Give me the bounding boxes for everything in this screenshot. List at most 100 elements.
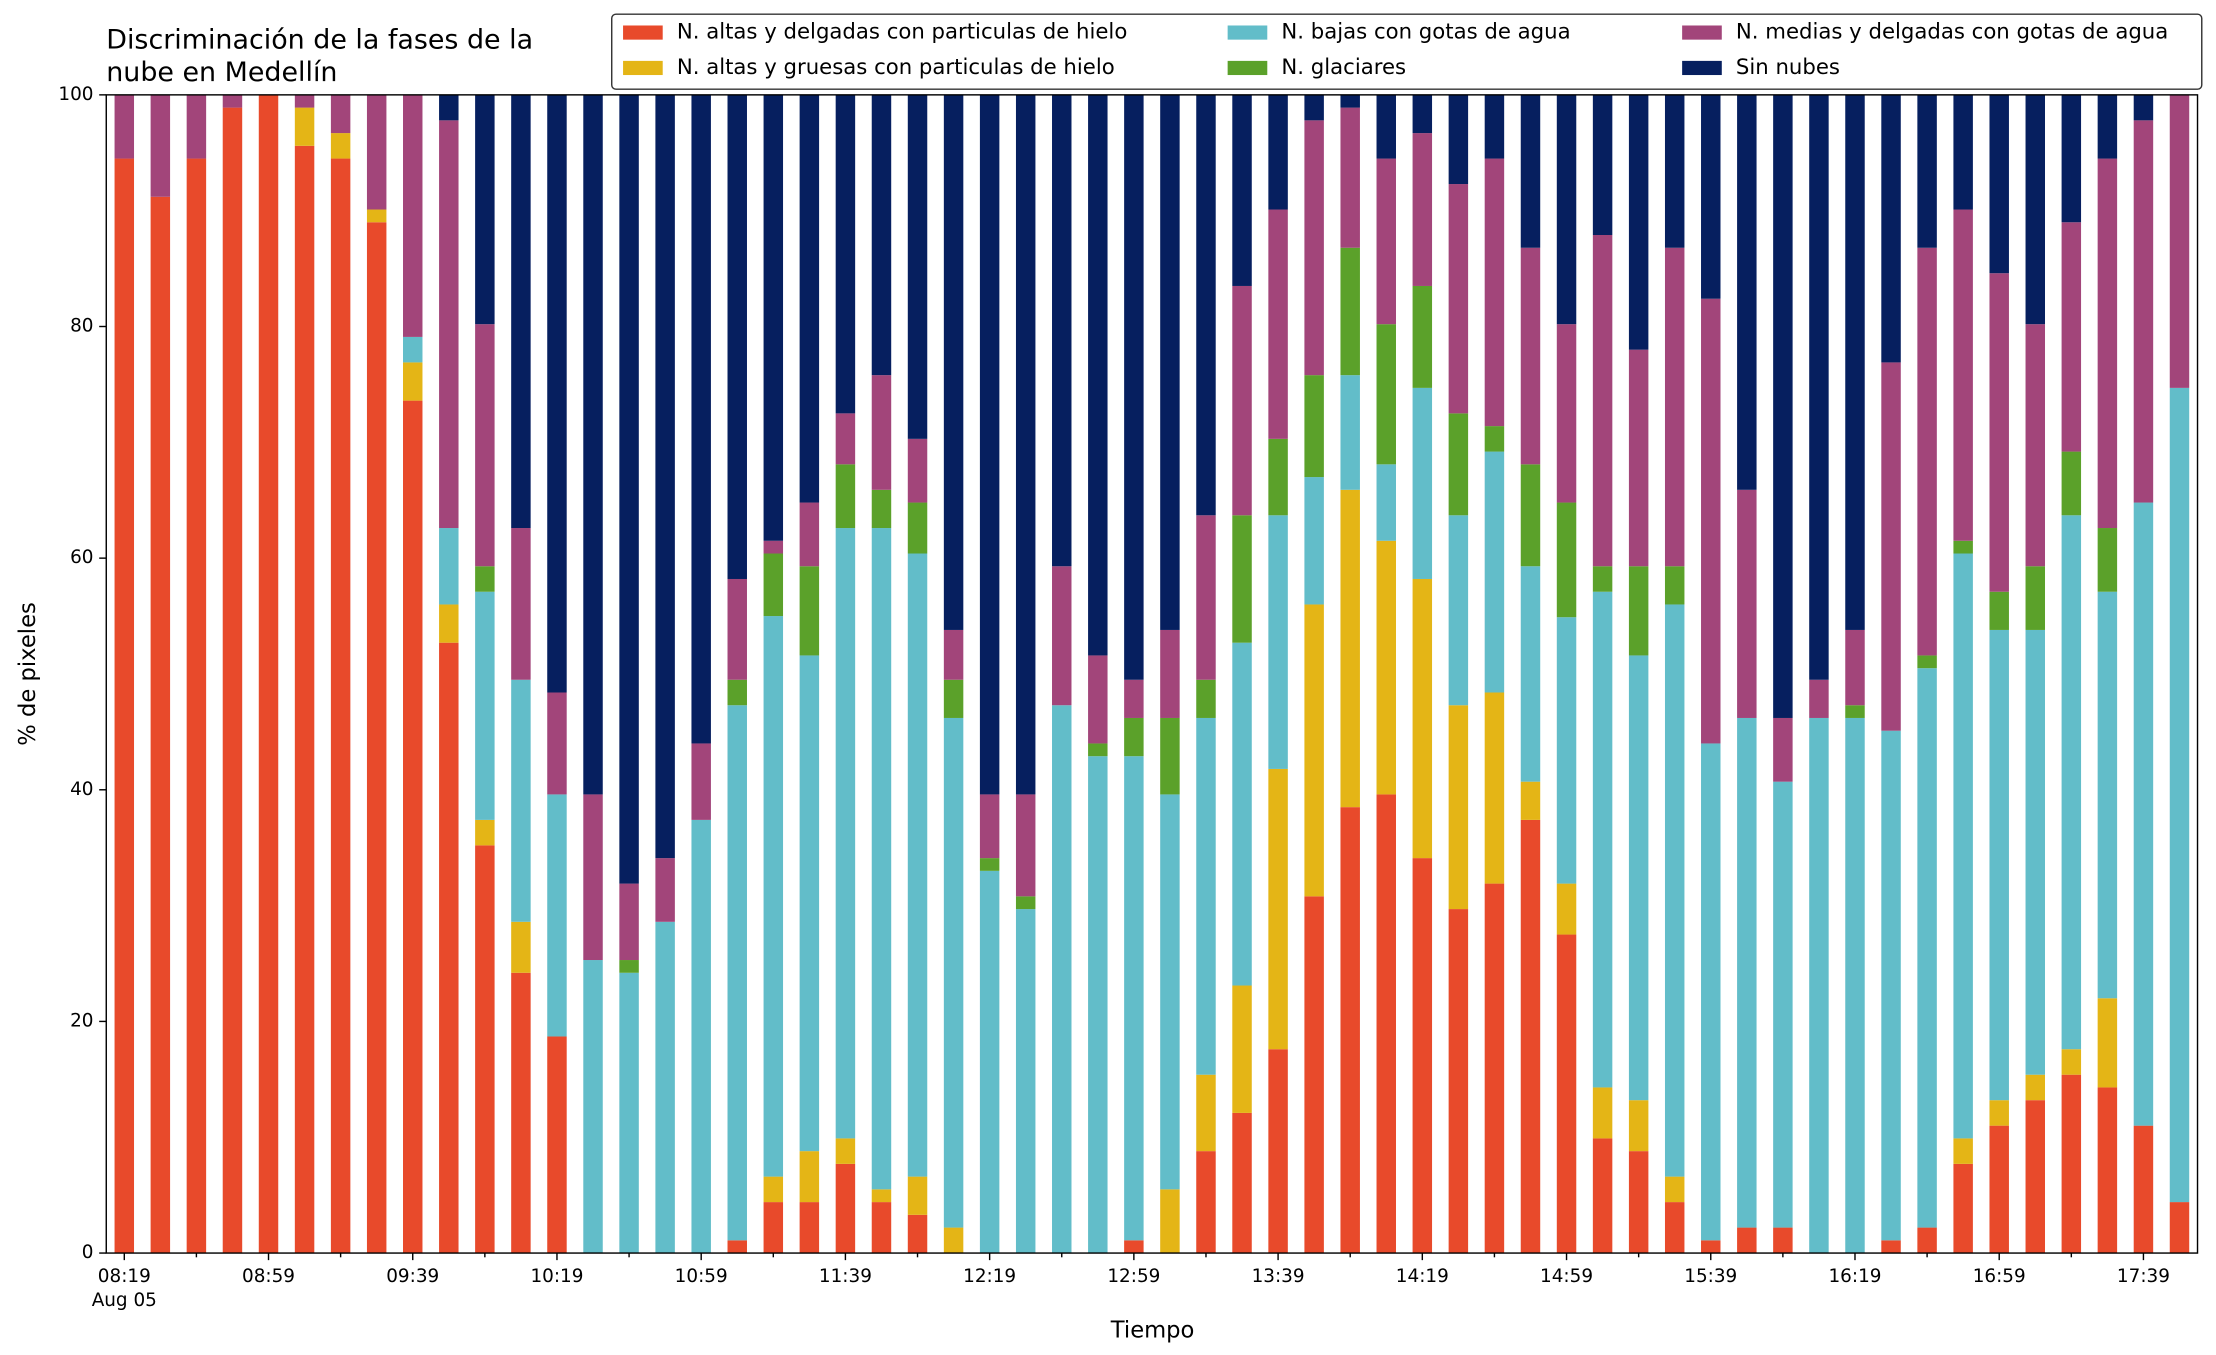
bar-segment [330, 158, 351, 1254]
bar-segment [1845, 705, 1865, 718]
bar-segment [1520, 464, 1541, 567]
bar-segment [1845, 94, 1865, 630]
bar-segment [475, 845, 495, 1254]
bar-segment [1664, 1176, 1685, 1203]
bar-segment [1628, 1100, 1649, 1152]
bar-segment [799, 1202, 820, 1254]
bar-segment [547, 1036, 567, 1254]
bar-segment [547, 692, 567, 795]
bar-segment [907, 1214, 928, 1254]
bar-segment [1340, 94, 1360, 108]
bar-segment [439, 120, 459, 529]
bar-segment [1520, 247, 1541, 465]
x-tick-label: 09:39 [386, 1266, 439, 1287]
bar-segment [475, 819, 495, 846]
bar-segment [1232, 285, 1252, 516]
bar-segment [1845, 717, 1865, 1254]
bar-segment [114, 158, 135, 1254]
bar-segment [547, 94, 567, 693]
bar-segment [1989, 1100, 2009, 1126]
bar-segment [511, 921, 531, 973]
bar-segment [1484, 94, 1505, 159]
bar-segment [1592, 94, 1613, 236]
bar-segment [1268, 768, 1288, 1050]
bar-segment [475, 94, 495, 325]
bar-segment [1412, 94, 1433, 134]
bar-segment [1376, 464, 1396, 541]
y-tick-label: 20 [70, 1010, 93, 1031]
bar-segment [1628, 655, 1649, 1101]
bar-segment [1953, 1138, 1973, 1164]
bar-segment [1015, 94, 1036, 795]
bar-segment [1412, 387, 1433, 579]
bar-segment [583, 960, 603, 1254]
bar-segment [799, 1151, 820, 1203]
bar-segment [2061, 451, 2082, 516]
bar-segment [763, 553, 784, 617]
x-tick-label: 15:39 [1684, 1266, 1737, 1287]
bar-segment [727, 1240, 747, 1254]
x-tick-label: 14:19 [1396, 1266, 1449, 1287]
bar-segment [763, 540, 784, 554]
x-tick-label: 08:19 [98, 1266, 151, 1287]
bar-segment [1340, 375, 1360, 490]
bar-segment [1268, 94, 1288, 210]
bar-segment [330, 133, 351, 159]
bar-segment [691, 819, 711, 1254]
bar-segment [1917, 655, 1937, 669]
bar-segment [186, 158, 207, 1254]
bar-segment [1737, 489, 1757, 718]
bar-segment [1232, 515, 1252, 643]
bar-segment [1232, 642, 1252, 986]
bar-segment [2133, 502, 2154, 1126]
bar-segment [1160, 794, 1180, 1190]
bar-segment [1160, 1189, 1180, 1254]
x-tick-label: 12:59 [1107, 1266, 1160, 1287]
x-tick-label: 11:39 [819, 1266, 872, 1287]
bar-segment [619, 960, 639, 973]
bar-segment [979, 870, 1000, 1254]
bar-segment [763, 616, 784, 1177]
bar-segment [1953, 553, 1973, 1139]
bar-segment [1268, 209, 1288, 439]
bar-segment [1592, 1087, 1613, 1139]
bar-segment [1340, 247, 1360, 376]
bar-segment [1556, 502, 1577, 618]
y-tick-label: 100 [58, 84, 93, 105]
bar-segment [439, 94, 459, 121]
bar-segment [655, 921, 675, 1254]
bar-segment [1304, 120, 1324, 376]
bar-segment [1628, 349, 1649, 567]
bar-segment [727, 705, 747, 1241]
bar-segment [1196, 679, 1216, 718]
bar-segment [1124, 679, 1144, 718]
bar-segment [403, 94, 423, 337]
bar-segment [2133, 94, 2154, 121]
bar-segment [2169, 94, 2190, 388]
bar-segment [835, 413, 856, 465]
bar-segment [1268, 438, 1288, 516]
bar-segment [1520, 781, 1541, 820]
bar-segment [1448, 515, 1469, 706]
bar-segment [2097, 94, 2118, 159]
bar-segment [1628, 1151, 1649, 1254]
bar-segment [1376, 158, 1396, 325]
x-tick-label: 17:39 [2117, 1266, 2170, 1287]
bar-segment [1953, 209, 1973, 541]
bar-segment [1664, 566, 1685, 605]
bar-segment [2097, 528, 2118, 592]
bar-segment [1556, 883, 1577, 935]
bar-segment [1448, 413, 1469, 516]
bar-segment [511, 972, 531, 1254]
bar-segment [835, 94, 856, 414]
bar-segment [799, 94, 820, 503]
bar-segment [222, 107, 243, 1254]
bar-segment [1088, 743, 1108, 757]
bar-segment [871, 489, 892, 529]
x-tick-label: 14:59 [1540, 1266, 1593, 1287]
bar-segment [835, 1163, 856, 1254]
bar-segment [583, 794, 603, 961]
bar-segment [150, 94, 171, 197]
bar-segment [1701, 1240, 1721, 1254]
bar-segment [1448, 705, 1469, 910]
